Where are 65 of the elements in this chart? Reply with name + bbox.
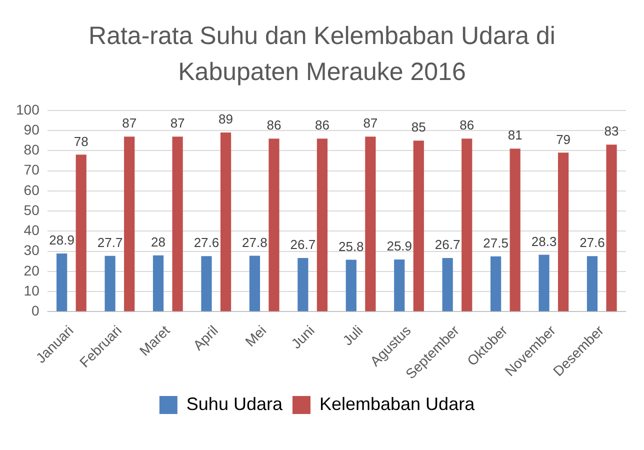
bar — [365, 136, 376, 312]
y-tick-label: 40 — [24, 222, 40, 238]
data-label: 78 — [74, 134, 88, 149]
data-label: 85 — [411, 120, 426, 135]
y-tick-label: 80 — [24, 142, 40, 158]
data-label: 27.7 — [97, 235, 123, 250]
data-label: 25.8 — [338, 238, 364, 254]
data-label: 27.5 — [483, 235, 508, 250]
bar — [172, 136, 183, 312]
data-label: 81 — [508, 128, 522, 143]
data-label: 87 — [170, 116, 185, 131]
bar — [462, 138, 472, 312]
y-tick-label: 90 — [24, 121, 40, 138]
data-label: 27.8 — [242, 234, 268, 250]
data-label: 87 — [363, 116, 378, 131]
y-tick-label: 70 — [24, 162, 40, 178]
bar — [268, 138, 280, 312]
y-tick-label: 20 — [24, 262, 40, 278]
bar — [586, 256, 598, 312]
y-tick-label: 100 — [16, 101, 40, 118]
data-label: 28.9 — [49, 232, 74, 248]
data-label: 26.7 — [434, 237, 460, 252]
data-label: 86 — [460, 118, 474, 133]
legend-label: Kelembaban Udara — [319, 394, 476, 414]
y-tick-label: 30 — [24, 242, 40, 258]
bar — [538, 254, 550, 312]
data-label: 86 — [314, 118, 330, 133]
legend-label: Suhu Udara — [186, 394, 284, 414]
bar — [490, 256, 502, 312]
data-label: 28 — [151, 234, 166, 250]
bar — [346, 260, 356, 312]
bar — [220, 132, 232, 312]
x-tick-label: Juni — [288, 322, 318, 352]
x-tick-label: Mei — [242, 322, 270, 350]
bar — [606, 144, 617, 312]
bar — [249, 256, 260, 312]
chart-title: Rata-rata Suhu dan Kelembaban Udara di Kabupaten Merauke 2016 — [88, 21, 556, 88]
y-tick-label: 60 — [24, 182, 40, 198]
bar — [442, 258, 453, 312]
data-label: 87 — [122, 116, 137, 131]
x-tick-label: Juli — [339, 322, 366, 348]
bar — [56, 254, 68, 312]
bar — [76, 154, 86, 312]
data-label: 26.7 — [290, 237, 316, 252]
y-tick-label: 10 — [24, 282, 40, 298]
data-label: 83 — [604, 124, 619, 139]
data-label: 25.9 — [386, 238, 412, 254]
bar — [510, 148, 520, 312]
bar — [558, 152, 569, 312]
data-label: 28.3 — [531, 234, 557, 249]
bar — [298, 258, 308, 312]
bar — [201, 256, 212, 312]
bar — [316, 138, 328, 312]
bar — [152, 255, 164, 312]
data-label: 27.6 — [580, 235, 605, 250]
data-label: 86 — [266, 118, 282, 133]
data-label: 79 — [556, 132, 571, 147]
bar — [413, 140, 424, 312]
data-label: 89 — [218, 112, 234, 127]
y-tick-label: 0 — [32, 302, 40, 319]
bar — [124, 136, 135, 312]
data-label: 27.6 — [194, 235, 220, 250]
bar — [394, 260, 405, 312]
bar — [104, 256, 116, 312]
y-tick-label: 50 — [24, 202, 40, 218]
